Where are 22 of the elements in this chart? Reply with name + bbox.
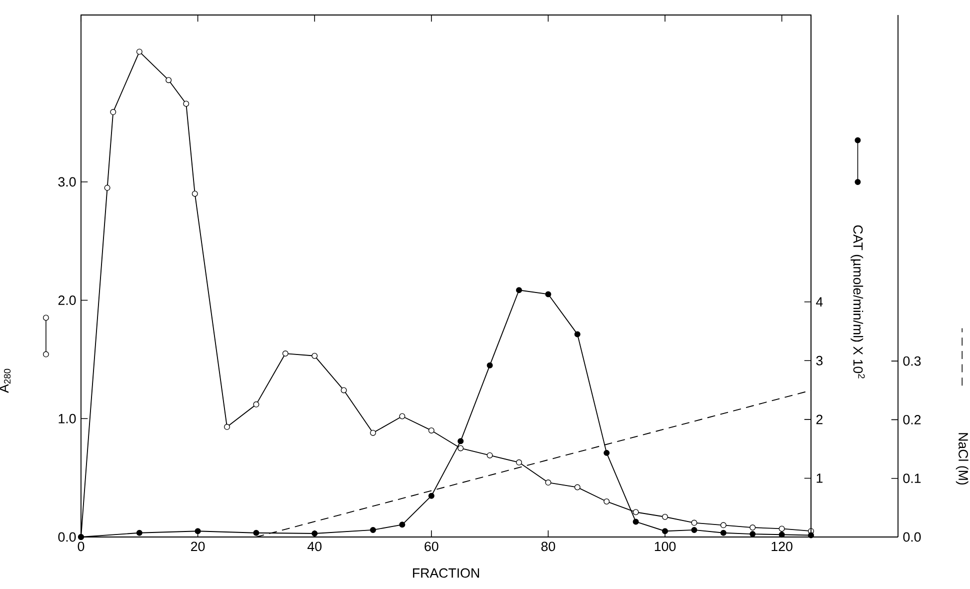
y2-tick-label: 1 — [816, 474, 822, 483]
x-tick-label: 60 — [424, 542, 438, 552]
x-tick-label: 100 — [654, 542, 676, 552]
y3-tick-label: 0.3 — [903, 356, 921, 366]
y3-axis-title: NaCl (M) — [956, 433, 968, 485]
y-tick-label: 0.0 — [58, 532, 76, 542]
x-tick-label: 80 — [541, 542, 556, 552]
y-tick-label: 2.0 — [58, 296, 76, 305]
y3-tick-label: 0.1 — [903, 474, 921, 484]
x-tick-label: 0 — [78, 542, 84, 552]
x-axis-title: FRACTION — [413, 568, 480, 578]
y2-axis-title: CAT (µmole/min/ml) X 10$^{2}$ — [850, 225, 865, 378]
y-tick-label: 1.0 — [58, 414, 76, 424]
x-tick-label: 120 — [772, 542, 792, 552]
y3-tick-label: 0.0 — [903, 532, 921, 542]
x-tick-label: 40 — [308, 542, 322, 552]
y-tick-label: 3.0 — [58, 177, 76, 187]
y2-tick-label: 4 — [816, 297, 823, 306]
y3-tick-label: 0.2 — [903, 414, 921, 424]
y2-tick-label: 3 — [816, 356, 823, 366]
y2-tick-label: 2 — [816, 414, 822, 424]
x-tick-label: 20 — [191, 542, 205, 552]
